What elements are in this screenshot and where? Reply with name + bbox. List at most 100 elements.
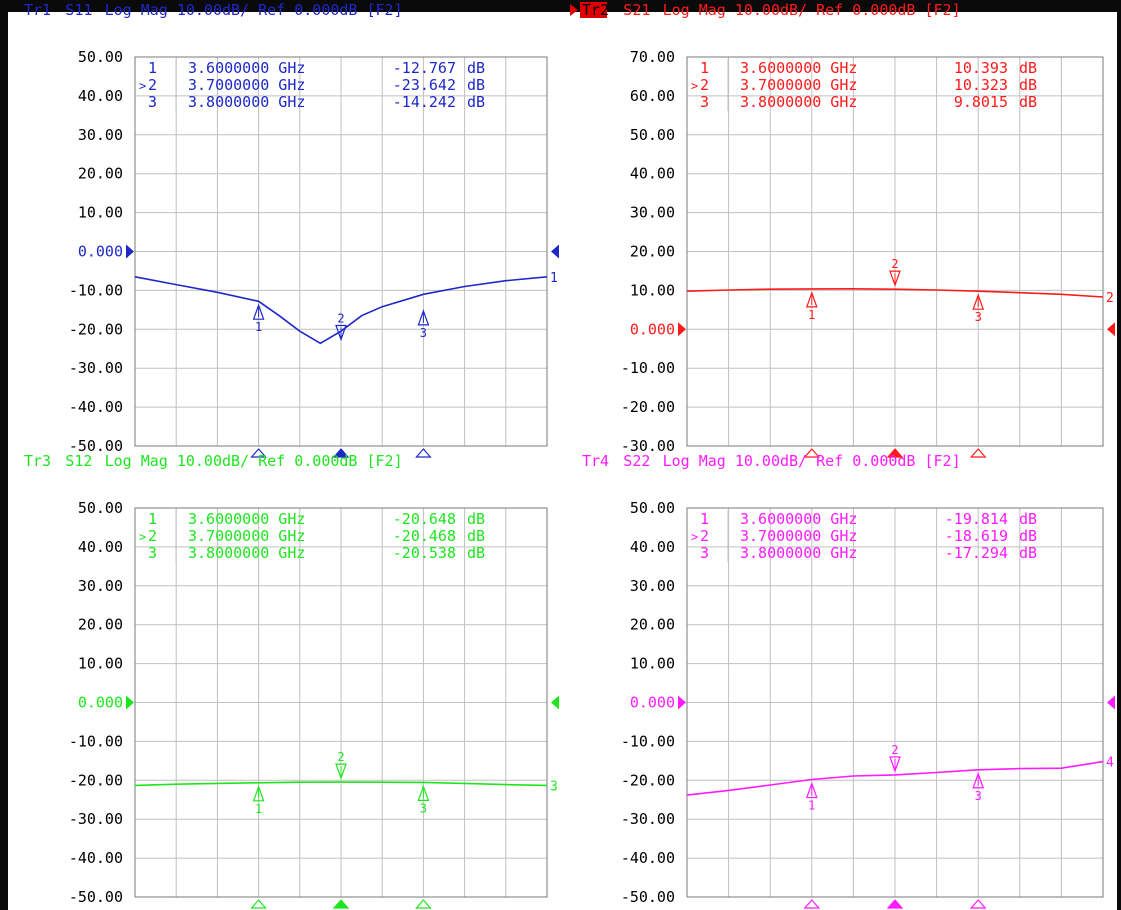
y-tick-label: -20.00 — [621, 398, 675, 416]
marker-table-unit: dB — [467, 544, 485, 562]
reference-left-arrow-icon[interactable] — [126, 695, 134, 710]
y-tick-label: -40.00 — [69, 398, 123, 416]
marker-table-unit: dB — [467, 510, 485, 528]
y-tick-label: -30.00 — [69, 359, 123, 377]
marker-position-indicator-icon[interactable] — [969, 448, 987, 458]
marker-table-number: 3 — [148, 544, 157, 562]
marker-position-indicator-icon[interactable] — [886, 899, 904, 909]
marker-table-number: 1 — [148, 59, 157, 77]
marker-2[interactable]: 2 — [335, 311, 347, 342]
marker-up-triangle-icon — [252, 303, 265, 320]
y-tick-label: 30.00 — [78, 577, 123, 595]
marker-1[interactable]: 1 — [805, 291, 818, 322]
marker-table-frequency: 3.8000000 GHz — [740, 544, 857, 562]
trace-header[interactable]: Tr2 S21 Log Mag 10.00dB/ Ref 0.000dB [F2] — [570, 1, 961, 19]
trace-panel-tr1[interactable]: Tr1 S11 Log Mag 10.00dB/ Ref 0.000dB [F2] 5… — [24, 1, 559, 458]
marker-position-indicator-icon[interactable] — [415, 448, 432, 458]
trace-format: Log Mag 10.00dB/ Ref 0.000dB [F2] — [663, 452, 961, 470]
marker-table-value: -23.642 — [393, 76, 456, 94]
marker-table-row[interactable]: >2 3.7000000 GHz -23.642 dB — [139, 76, 485, 94]
marker-position-indicator-icon[interactable] — [250, 448, 267, 458]
y-tick-label: -20.00 — [69, 771, 123, 789]
trace-name: Tr2 — [582, 1, 609, 19]
plot-frame — [686, 507, 1104, 898]
marker-table-row[interactable]: 1 3.6000000 GHz -20.648 dB — [148, 510, 485, 528]
y-axis: 50.00 40.00 30.00 20.00 10.00 0.000 -10.00 -20.… — [69, 499, 123, 906]
marker-position-indicator-icon[interactable] — [969, 899, 987, 909]
marker-table-row[interactable]: >2 3.7000000 GHz -18.619 dB — [691, 527, 1037, 545]
plot-frame — [686, 56, 1104, 447]
marker-table-row[interactable]: 1 3.6000000 GHz 10.393 dB — [700, 59, 1037, 77]
marker-1[interactable]: 1 — [805, 781, 818, 813]
marker-3[interactable]: 3 — [417, 309, 430, 340]
marker-2[interactable]: 2 — [889, 257, 901, 287]
reference-right-arrow-icon[interactable] — [1107, 695, 1115, 710]
trace-panel-tr2[interactable]: Tr2 S21 Log Mag 10.00dB/ Ref 0.000dB [F2] 7… — [570, 1, 1115, 458]
marker-2[interactable]: 2 — [889, 743, 901, 773]
marker-number: 2 — [337, 750, 344, 764]
trace-format: Log Mag 10.00dB/ Ref 0.000dB [F2] — [105, 452, 403, 470]
marker-1[interactable]: 1 — [252, 303, 265, 334]
marker-3[interactable]: 3 — [972, 293, 985, 324]
marker-table-unit: dB — [467, 93, 485, 111]
marker-position-indicator-icon[interactable] — [886, 448, 904, 458]
marker-1[interactable]: 1 — [252, 785, 265, 816]
marker-position-indicator-icon[interactable] — [332, 899, 350, 909]
active-marker-indicator: > — [691, 530, 698, 544]
marker-table-number: 3 — [700, 544, 709, 562]
marker-table-unit: dB — [467, 76, 485, 94]
marker-table-row[interactable]: 3 3.8000000 GHz -20.538 dB — [148, 544, 485, 562]
trace-line — [686, 287, 1104, 298]
marker-position-indicator-icon[interactable] — [415, 899, 432, 909]
marker-table-row[interactable]: >2 3.7000000 GHz -20.468 dB — [139, 527, 485, 545]
marker-table: 1 3.6000000 GHz -12.767 dB > 2 3.7000000 GHz -2… — [139, 59, 485, 111]
marker-number: 3 — [975, 789, 982, 803]
marker-position-indicator-icon[interactable] — [332, 448, 350, 458]
y-tick-label: -50.00 — [69, 437, 123, 455]
marker-table-row[interactable]: 3 3.8000000 GHz 9.8015 dB — [700, 93, 1037, 111]
y-tick-label: 20.00 — [630, 243, 675, 261]
trace-panel-tr3[interactable]: Tr3 S12 Log Mag 10.00dB/ Ref 0.000dB [F2] 5… — [24, 452, 559, 909]
marker-number: 2 — [891, 743, 898, 757]
trace-header[interactable]: Tr3 S12 Log Mag 10.00dB/ Ref 0.000dB [F2] — [24, 452, 403, 470]
marker-number: 1 — [808, 799, 815, 813]
trace-panel-tr4[interactable]: Tr4 S22 Log Mag 10.00dB/ Ref 0.000dB [F2] 5… — [582, 452, 1115, 909]
marker-table-number: 3 — [700, 93, 709, 111]
marker-number: 3 — [975, 310, 982, 324]
y-tick-label: 20.00 — [78, 616, 123, 634]
marker-table-row[interactable]: >2 3.7000000 GHz 10.323 dB — [691, 76, 1037, 94]
marker-table-unit: dB — [1019, 510, 1037, 528]
marker-table-row[interactable]: 3 3.8000000 GHz -14.242 dB — [148, 93, 485, 111]
y-tick-label: 10.00 — [78, 655, 123, 673]
y-tick-label: 40.00 — [78, 87, 123, 105]
y-tick-label: 60.00 — [630, 87, 675, 105]
reference-left-arrow-icon[interactable] — [678, 695, 686, 710]
y-tick-label: -40.00 — [69, 849, 123, 867]
marker-position-indicator-icon[interactable] — [803, 448, 821, 458]
trace-line — [134, 276, 548, 345]
marker-3[interactable]: 3 — [417, 784, 430, 815]
trace-header[interactable]: Tr1 S11 Log Mag 10.00dB/ Ref 0.000dB [F2] — [24, 1, 403, 19]
marker-table-row[interactable]: 1 3.6000000 GHz -12.767 dB — [148, 59, 485, 77]
trace-header[interactable]: Tr4 S22 Log Mag 10.00dB/ Ref 0.000dB [F2] — [582, 452, 961, 470]
y-axis: 50.00 40.00 30.00 20.00 10.00 0.000 -10.00 -20.… — [621, 499, 675, 906]
marker-3[interactable]: 3 — [972, 771, 985, 803]
y-tick-label: 50.00 — [78, 499, 123, 517]
marker-table-value: -20.468 — [393, 527, 456, 545]
marker-position-indicator-icon[interactable] — [803, 899, 821, 909]
y-tick-label: -20.00 — [621, 771, 675, 789]
reference-left-arrow-icon[interactable] — [678, 322, 686, 337]
marker-position-indicator-icon[interactable] — [250, 899, 267, 909]
marker-table-frequency: 3.6000000 GHz — [188, 59, 305, 77]
reference-right-arrow-icon[interactable] — [551, 695, 559, 710]
marker-table-row[interactable]: 1 3.6000000 GHz -19.814 dB — [700, 510, 1037, 528]
y-tick-label: 20.00 — [78, 165, 123, 183]
active-marker-indicator: > — [139, 79, 146, 93]
reference-right-arrow-icon[interactable] — [1107, 322, 1115, 337]
marker-2[interactable]: 2 — [335, 750, 347, 780]
marker-table-row[interactable]: 3 3.8000000 GHz -17.294 dB — [700, 544, 1037, 562]
marker-table-number: 1 — [700, 59, 709, 77]
reference-right-arrow-icon[interactable] — [551, 244, 559, 259]
marker-table-value: 10.393 — [954, 59, 1008, 77]
reference-left-arrow-icon[interactable] — [126, 244, 134, 259]
